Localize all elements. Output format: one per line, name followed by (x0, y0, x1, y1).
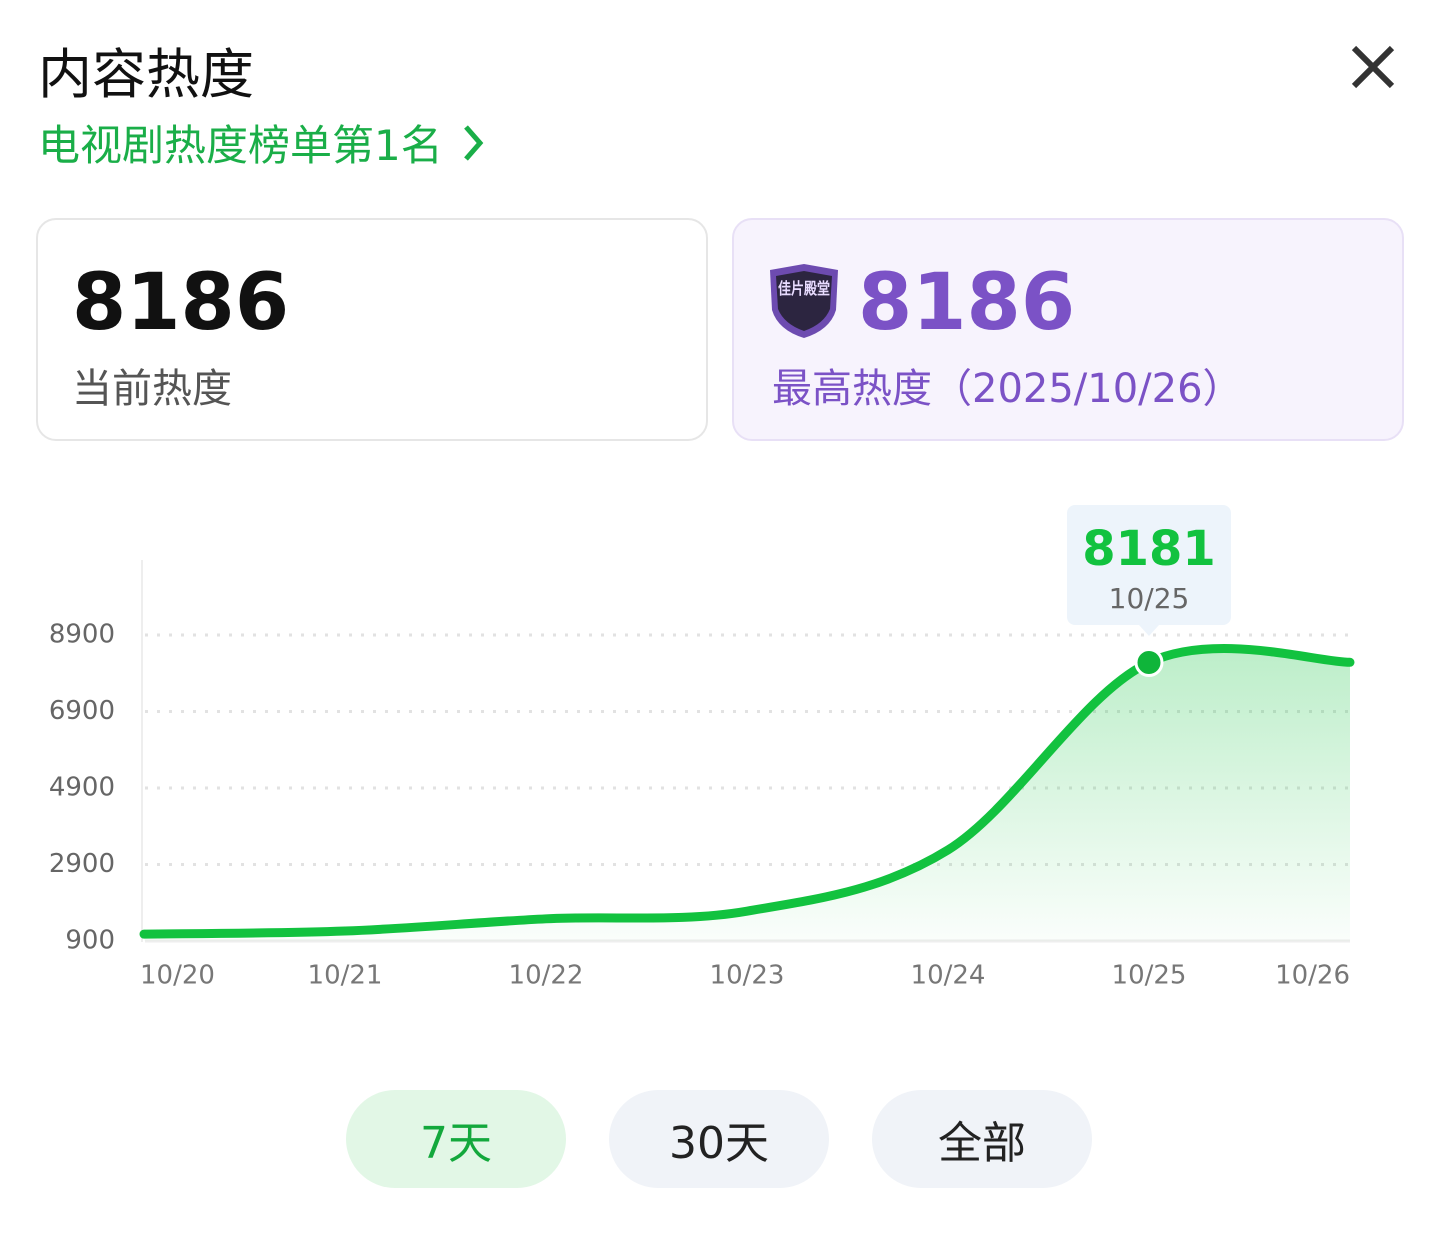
chart: 900 2900 4900 6900 8900 10/20 10/21 10/22 10/23 1… (49, 505, 1355, 991)
x-tick-label: 10/24 (911, 961, 986, 991)
tooltip-value: 8181 (1082, 521, 1216, 577)
tooltip-date: 10/25 (1109, 582, 1190, 615)
range-button[interactable]: 30天 (609, 1090, 829, 1188)
rank-link[interactable]: 电视剧热度榜单第1名 (38, 112, 485, 173)
y-tick-label: 8900 (49, 620, 115, 650)
x-tick-label: 10/23 (710, 961, 785, 991)
x-tick-label: 10/20 (140, 961, 215, 991)
badge: 佳片殿堂 (770, 264, 838, 338)
area (144, 648, 1350, 941)
x-tick-label: 10/21 (308, 961, 383, 991)
x-tick-label: 10/22 (509, 961, 584, 991)
title: 内容热度 (38, 43, 254, 106)
y-tick-label: 900 (65, 926, 115, 956)
current-label: 当前热度 (72, 366, 232, 412)
peak-label: 最高热度（2025/10/26） (772, 366, 1243, 412)
range-button[interactable]: 7天 (346, 1090, 566, 1188)
close-button[interactable] (1350, 44, 1396, 90)
rank-text: 电视剧热度榜单第1名 (38, 121, 443, 170)
current-value: 8186 (72, 258, 290, 348)
x-tick-label: 10/26 (1275, 961, 1350, 991)
range-button[interactable]: 全部 (872, 1090, 1092, 1188)
current-card: 8186 当前热度 (36, 218, 708, 441)
y-tick-label: 4900 (49, 773, 115, 803)
highlight-point (1134, 648, 1164, 678)
tooltip-pointer (1139, 625, 1159, 636)
peak-card: 佳片殿堂 8186 最高热度（2025/10/26） (732, 218, 1404, 441)
badge-text: 佳片殿堂 (778, 279, 830, 298)
y-tick-label: 6900 (49, 696, 115, 726)
tooltip (1067, 505, 1231, 625)
chevron (463, 124, 484, 161)
x-tick-label: 10/25 (1112, 961, 1187, 991)
peak-value: 8186 (858, 258, 1076, 348)
y-tick-label: 2900 (49, 849, 115, 879)
